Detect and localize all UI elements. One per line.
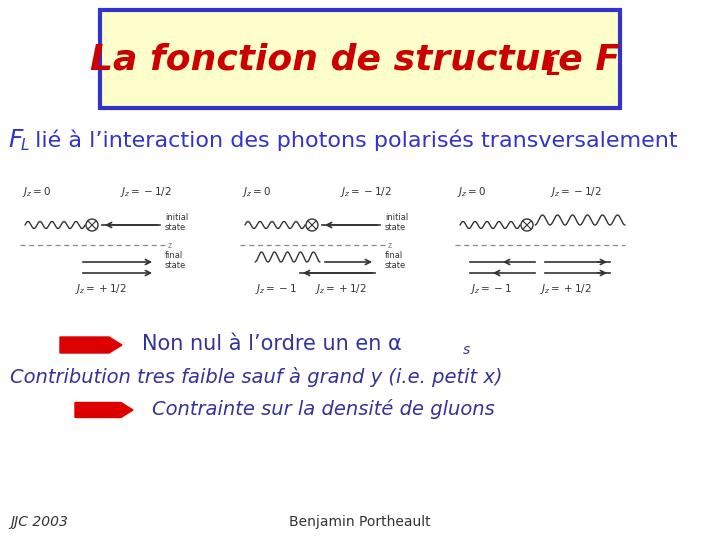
Bar xyxy=(100,10,620,108)
Text: lié à l’interaction des photons polarisés transversalement: lié à l’interaction des photons polarisé… xyxy=(28,129,678,151)
Text: $J_z=+1/2$: $J_z=+1/2$ xyxy=(315,282,366,296)
Text: z: z xyxy=(168,240,172,249)
Text: state: state xyxy=(165,261,186,270)
Text: L: L xyxy=(21,138,30,153)
Text: Benjamin Portheault: Benjamin Portheault xyxy=(289,515,431,529)
Text: z: z xyxy=(388,240,392,249)
Text: Contrainte sur la densité de gluons: Contrainte sur la densité de gluons xyxy=(152,399,495,419)
Text: L: L xyxy=(545,56,560,80)
Text: s: s xyxy=(463,343,470,357)
Text: state: state xyxy=(385,223,406,232)
Text: La fonction de structure F: La fonction de structure F xyxy=(90,42,620,76)
Text: final: final xyxy=(385,251,403,260)
Text: final: final xyxy=(165,251,184,260)
Text: initial: initial xyxy=(165,213,188,222)
Text: $J_z=-1$: $J_z=-1$ xyxy=(470,282,512,296)
FancyArrow shape xyxy=(75,402,133,417)
Text: $J_z=-1/2$: $J_z=-1/2$ xyxy=(550,185,602,199)
FancyArrow shape xyxy=(60,337,122,353)
Text: $J_z=-1/2$: $J_z=-1/2$ xyxy=(340,185,392,199)
Text: state: state xyxy=(165,223,186,232)
Text: $J_z=0$: $J_z=0$ xyxy=(457,185,487,199)
Text: $J_z=-1$: $J_z=-1$ xyxy=(255,282,297,296)
Text: F: F xyxy=(8,128,22,152)
Text: Non nul à l’ordre un en α: Non nul à l’ordre un en α xyxy=(142,334,402,354)
Text: $J_z=-1/2$: $J_z=-1/2$ xyxy=(120,185,171,199)
Text: Contribution tres faible sauf à grand y (i.e. petit x): Contribution tres faible sauf à grand y … xyxy=(10,367,503,387)
Text: $J_z=0$: $J_z=0$ xyxy=(242,185,271,199)
Text: $J_z=0$: $J_z=0$ xyxy=(22,185,51,199)
Text: initial: initial xyxy=(385,213,408,222)
Text: JJC 2003: JJC 2003 xyxy=(10,515,68,529)
Text: $J_z=+1/2$: $J_z=+1/2$ xyxy=(540,282,592,296)
Text: state: state xyxy=(385,261,406,270)
Text: $J_z=+1/2$: $J_z=+1/2$ xyxy=(75,282,127,296)
